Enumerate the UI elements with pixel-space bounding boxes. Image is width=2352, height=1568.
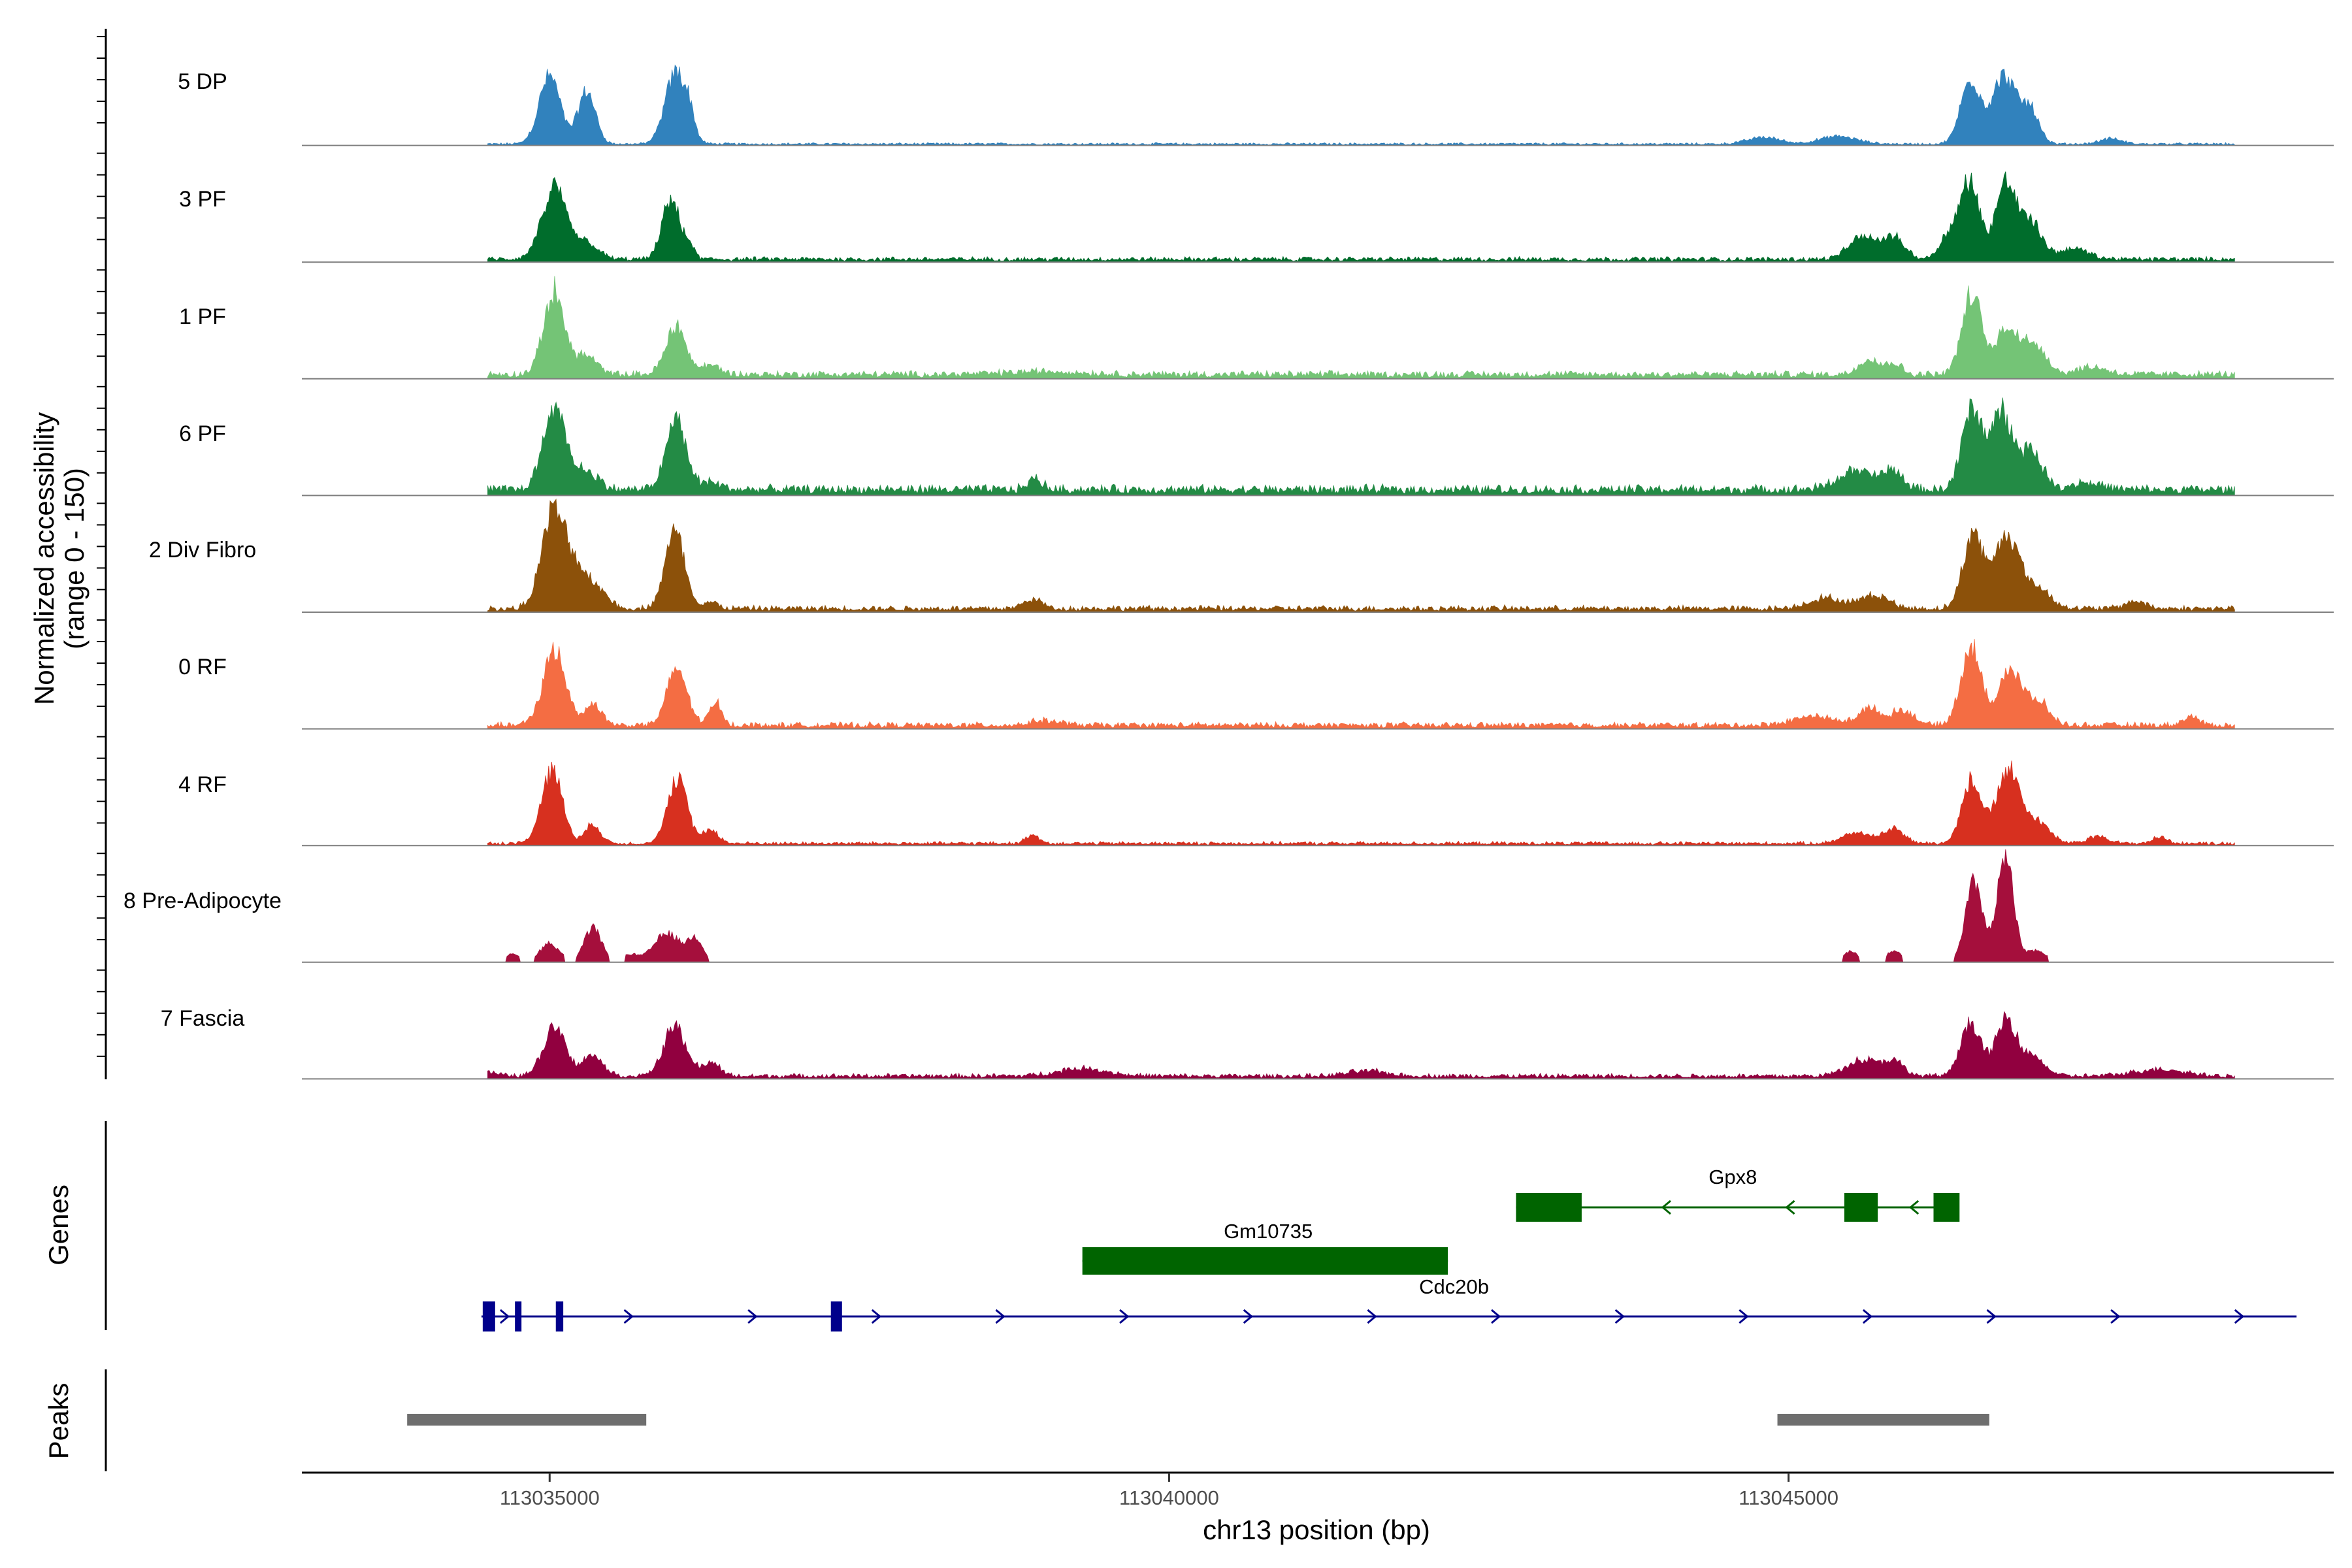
gene-label: Cdc20b	[1419, 1275, 1489, 1298]
strand-arrow	[1908, 1200, 1919, 1215]
strand-arrow	[1986, 1309, 1997, 1324]
strand-arrow	[1739, 1309, 1749, 1324]
strand-arrow	[1367, 1309, 1377, 1324]
exon-block	[555, 1301, 564, 1331]
coverage-area-9	[487, 1011, 2235, 1079]
track-3: 1 PF	[179, 276, 2334, 380]
coverage-area-2	[487, 171, 2235, 263]
strand-arrow	[2234, 1309, 2245, 1324]
exon-block	[1082, 1247, 1448, 1275]
strand-arrow	[1614, 1309, 1625, 1324]
exon-block	[830, 1301, 842, 1331]
exon-block	[515, 1301, 522, 1331]
strand-arrow	[623, 1309, 634, 1324]
track-7: 4 RF	[178, 760, 2334, 847]
track-label: 0 RF	[178, 655, 227, 679]
track-1: 5 DP	[178, 64, 2334, 146]
strand-arrow	[1243, 1309, 1254, 1324]
exon-block	[482, 1301, 495, 1331]
peak-region	[1777, 1414, 1989, 1426]
strand-arrow	[2110, 1309, 2121, 1324]
track-label: 4 RF	[178, 772, 227, 797]
strand-arrow	[1491, 1309, 1501, 1324]
exon-block	[1933, 1193, 1960, 1222]
x-axis-ticks: 113035000 113040000 113045000	[500, 1473, 1838, 1509]
track-label: 6 PF	[179, 421, 226, 446]
strand-arrow	[1862, 1309, 1873, 1324]
gene-gm10735: Gm10735	[1082, 1220, 1448, 1275]
track-4: 6 PF	[179, 397, 2334, 497]
track-6: 0 RF	[178, 639, 2334, 730]
strand-arrow	[1785, 1200, 1795, 1215]
coverage-area-5	[487, 498, 2235, 613]
track-5: 2 Div Fibro	[149, 498, 2334, 613]
strand-arrow	[995, 1309, 1005, 1324]
track-label: 1 PF	[179, 304, 226, 329]
x-tick-label: 113035000	[500, 1486, 600, 1509]
gene-label: Gpx8	[1708, 1166, 1757, 1188]
strand-arrow	[747, 1309, 758, 1324]
coverage-area-6	[487, 639, 2235, 729]
track-label: 8 Pre-Adipocyte	[123, 889, 282, 913]
strand-arrow	[1661, 1200, 1671, 1215]
track-label: 2 Div Fibro	[149, 538, 256, 563]
strand-arrow	[1119, 1309, 1130, 1324]
genes-panel-title: Genes	[43, 1184, 74, 1266]
y-axis-title-line1: Normalized accessibility	[29, 412, 59, 705]
gene-gpx8: Gpx8	[1516, 1166, 1960, 1222]
track-label: 3 PF	[179, 187, 226, 212]
tracks-y-axis-ticks	[97, 36, 106, 1057]
strand-arrow	[871, 1309, 882, 1324]
peaks-panel-title: Peaks	[43, 1383, 74, 1460]
coverage-area-4	[487, 397, 2235, 496]
x-axis-title: chr13 position (bp)	[1203, 1514, 1430, 1545]
gene-label: Gm10735	[1224, 1220, 1313, 1243]
track-label: 7 Fascia	[161, 1006, 245, 1031]
gene-annotation-panel: Gpx8 Gm10735 Cdc20b	[481, 1166, 2297, 1331]
gene-cdc20b: Cdc20b	[481, 1275, 2297, 1331]
exon-block	[1844, 1193, 1878, 1222]
coverage-area-3	[487, 276, 2235, 380]
track-9: 7 Fascia	[161, 1006, 2334, 1080]
exon-block	[1516, 1193, 1582, 1222]
track-2: 3 PF	[179, 171, 2334, 263]
y-axis-title: Normalized accessibility (range 0 - 150)	[29, 412, 90, 705]
coverage-area-7	[487, 760, 2235, 846]
coverage-tracks: 5 DP 3 PF 1 PF 6 PF 2 Div Fibro 0 RF 4 RF 8 Pre…	[123, 64, 2334, 1080]
peak-region	[407, 1414, 647, 1426]
track-8: 8 Pre-Adipocyte	[123, 849, 2334, 963]
coverage-area-1	[487, 64, 2235, 146]
peaks-panel	[407, 1414, 1989, 1426]
y-axis-title-line2: (range 0 - 150)	[59, 468, 90, 649]
track-label: 5 DP	[178, 69, 227, 94]
strand-arrow	[499, 1309, 510, 1324]
x-tick-label: 113040000	[1119, 1486, 1219, 1509]
x-tick-label: 113045000	[1739, 1486, 1838, 1509]
